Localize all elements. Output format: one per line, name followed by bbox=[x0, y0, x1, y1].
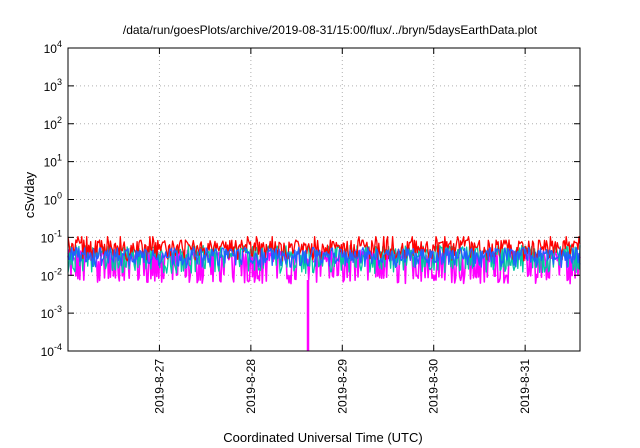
y-tick-exponent: -1 bbox=[54, 228, 62, 238]
y-tick-label: 10-1 bbox=[41, 228, 62, 245]
x-tick-label: 2019-8-27 bbox=[152, 359, 166, 414]
x-tick-label: 2019-8-31 bbox=[518, 359, 532, 414]
y-tick-label: 101 bbox=[44, 153, 62, 170]
y-tick-label: 100 bbox=[44, 191, 62, 208]
y-tick-exponent: -3 bbox=[54, 304, 62, 314]
chart-title: /data/run/goesPlots/archive/2019-08-31/1… bbox=[123, 23, 538, 37]
y-tick-exponent: 4 bbox=[57, 39, 62, 49]
y-tick-base: 10 bbox=[41, 231, 55, 245]
x-tick-label: 2019-8-30 bbox=[427, 359, 441, 414]
y-tick-label: 104 bbox=[44, 39, 62, 56]
y-tick-exponent: 0 bbox=[57, 191, 62, 201]
x-tick-label: 2019-8-28 bbox=[244, 359, 258, 414]
x-axis: 2019-8-27 2019-8-28 2019-8-29 2019-8-30 2019… bbox=[152, 48, 532, 414]
y-tick-label: 10-4 bbox=[41, 342, 62, 359]
y-tick-label: 10-2 bbox=[41, 266, 62, 283]
x-axis-label: Coordinated Universal Time (UTC) bbox=[223, 430, 422, 445]
y-tick-base: 10 bbox=[44, 156, 58, 170]
y-tick-base: 10 bbox=[44, 118, 58, 132]
series-group bbox=[67, 236, 581, 351]
y-tick-exponent: 2 bbox=[57, 115, 62, 125]
grid bbox=[68, 48, 580, 351]
y-tick-base: 10 bbox=[44, 80, 58, 94]
x-tick-label: 2019-8-29 bbox=[335, 359, 349, 414]
y-tick-base: 10 bbox=[41, 307, 55, 321]
series-line bbox=[67, 246, 581, 269]
y-tick-base: 10 bbox=[41, 345, 55, 359]
y-tick-base: 10 bbox=[44, 42, 58, 56]
y-tick-base: 10 bbox=[44, 194, 58, 208]
series-line bbox=[67, 249, 581, 285]
y-tick-base: 10 bbox=[41, 269, 55, 283]
y-tick-exponent: 3 bbox=[57, 77, 62, 87]
y-tick-label: 10-3 bbox=[41, 304, 62, 321]
y-tick-label: 103 bbox=[44, 77, 62, 94]
y-tick-label: 102 bbox=[44, 115, 62, 132]
y-axis-label: cSv/day bbox=[22, 171, 37, 218]
y-tick-exponent: -4 bbox=[54, 342, 62, 352]
y-tick-exponent: -2 bbox=[54, 266, 62, 276]
y-tick-exponent: 1 bbox=[57, 153, 62, 163]
